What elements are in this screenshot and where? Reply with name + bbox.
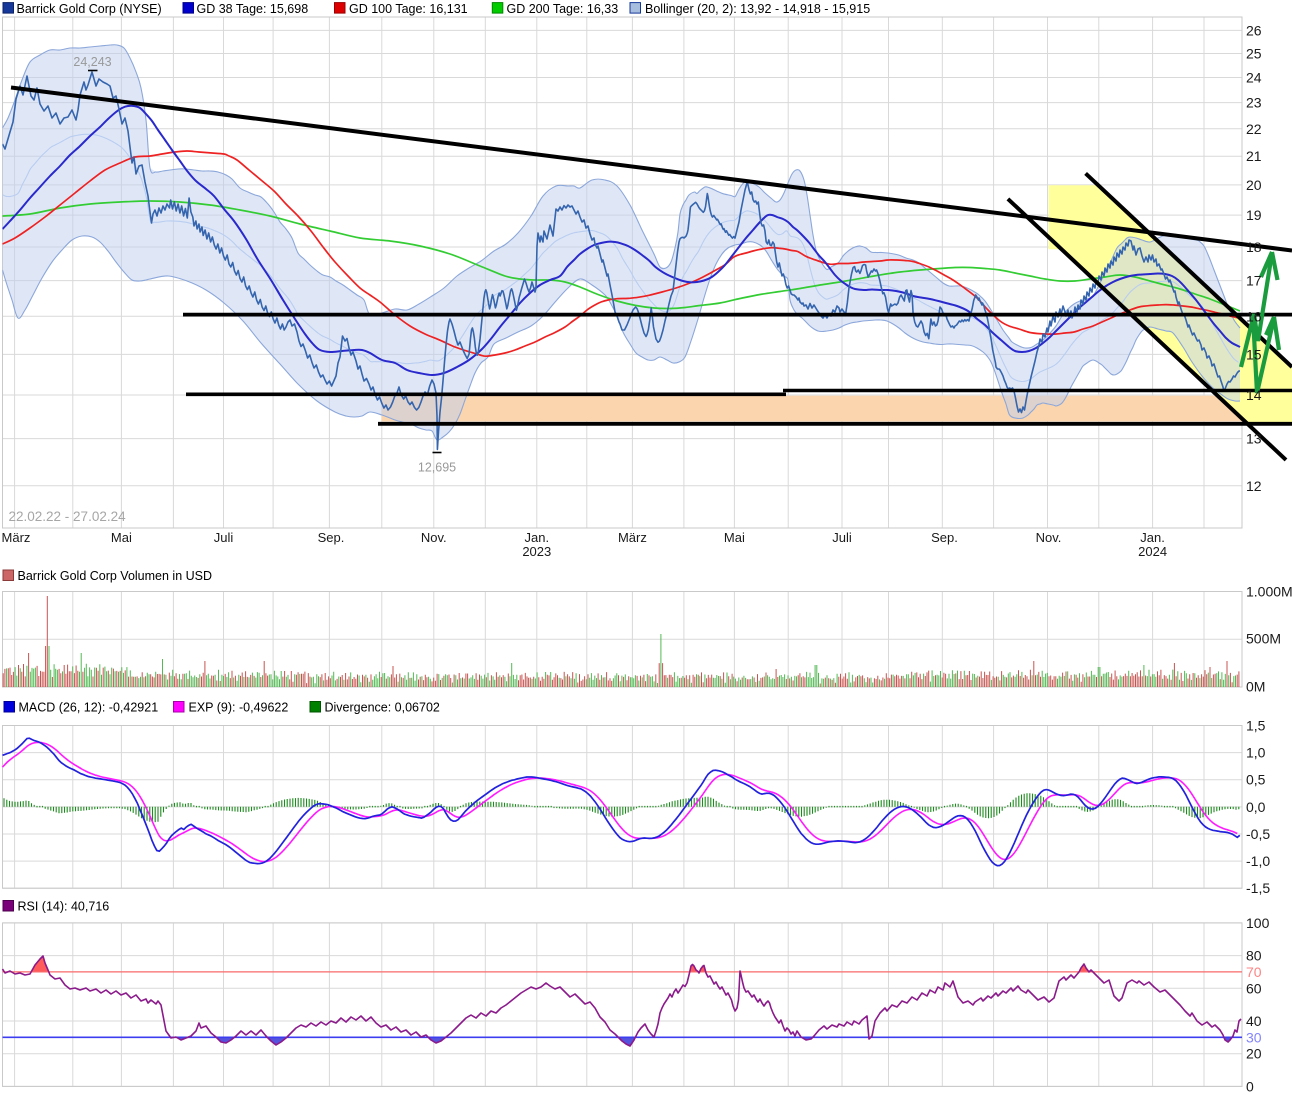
svg-text:GD 100 Tage: 16,131: GD 100 Tage: 16,131 (349, 2, 468, 16)
svg-text:GD 200 Tage: 16,33: GD 200 Tage: 16,33 (507, 2, 619, 16)
svg-text:1.000M: 1.000M (1246, 584, 1292, 600)
svg-text:21: 21 (1246, 148, 1262, 164)
svg-text:30: 30 (1246, 1029, 1262, 1045)
svg-text:Mai: Mai (111, 530, 132, 545)
svg-text:22.02.22 - 27.02.24: 22.02.22 - 27.02.24 (9, 509, 127, 524)
svg-text:70: 70 (1246, 964, 1262, 980)
svg-text:Juli: Juli (832, 530, 852, 545)
svg-text:März: März (2, 530, 31, 545)
svg-text:Jan.: Jan. (1140, 530, 1165, 545)
svg-text:GD 38 Tage: 15,698: GD 38 Tage: 15,698 (197, 2, 309, 16)
svg-text:-0,5: -0,5 (1246, 826, 1270, 842)
svg-text:Barrick Gold Corp (NYSE): Barrick Gold Corp (NYSE) (17, 2, 162, 16)
svg-text:Bollinger (20, 2): 13,92 - 14,: Bollinger (20, 2): 13,92 - 14,918 - 15,9… (645, 2, 870, 16)
svg-text:40: 40 (1246, 1013, 1262, 1029)
svg-text:2024: 2024 (1138, 544, 1167, 559)
svg-text:März: März (618, 530, 647, 545)
svg-text:0,0: 0,0 (1246, 799, 1266, 815)
svg-text:24: 24 (1246, 70, 1262, 86)
svg-text:15: 15 (1246, 346, 1262, 362)
svg-text:-1,0: -1,0 (1246, 853, 1270, 869)
svg-text:26: 26 (1246, 22, 1262, 38)
svg-text:0,5: 0,5 (1246, 772, 1266, 788)
svg-text:14: 14 (1246, 387, 1262, 403)
svg-text:16: 16 (1246, 308, 1262, 324)
svg-text:MACD (26, 12): -0,42921: MACD (26, 12): -0,42921 (19, 701, 159, 715)
svg-text:-1,5: -1,5 (1246, 880, 1270, 896)
svg-text:12,695: 12,695 (418, 461, 456, 475)
svg-text:24,243: 24,243 (73, 55, 111, 69)
svg-text:Sep.: Sep. (931, 530, 958, 545)
svg-text:22: 22 (1246, 121, 1262, 137)
svg-text:Juli: Juli (214, 530, 234, 545)
svg-text:0: 0 (1246, 1078, 1254, 1094)
svg-text:20: 20 (1246, 1046, 1262, 1062)
svg-text:17: 17 (1246, 273, 1262, 289)
svg-text:Jan.: Jan. (525, 530, 550, 545)
svg-text:Barrick Gold Corp Volumen in U: Barrick Gold Corp Volumen in USD (18, 569, 213, 583)
svg-text:1,0: 1,0 (1246, 745, 1266, 761)
svg-text:100: 100 (1246, 915, 1270, 931)
svg-text:2023: 2023 (522, 544, 551, 559)
svg-text:60: 60 (1246, 980, 1262, 996)
svg-text:Nov.: Nov. (421, 530, 447, 545)
svg-text:12: 12 (1246, 478, 1262, 494)
svg-text:RSI (14): 40,716: RSI (14): 40,716 (18, 900, 110, 914)
svg-text:25: 25 (1246, 46, 1262, 62)
svg-text:18: 18 (1246, 239, 1262, 255)
svg-text:EXP (9): -0,49622: EXP (9): -0,49622 (189, 701, 289, 715)
svg-text:Mai: Mai (724, 530, 745, 545)
svg-text:500M: 500M (1246, 631, 1281, 647)
svg-text:19: 19 (1246, 207, 1262, 223)
svg-text:20: 20 (1246, 177, 1262, 193)
svg-text:13: 13 (1246, 431, 1262, 447)
svg-text:1,5: 1,5 (1246, 718, 1266, 734)
svg-text:Nov.: Nov. (1036, 530, 1062, 545)
svg-text:23: 23 (1246, 95, 1262, 111)
svg-text:Sep.: Sep. (318, 530, 345, 545)
svg-text:80: 80 (1246, 948, 1262, 964)
svg-text:Divergence: 0,06702: Divergence: 0,06702 (325, 701, 440, 715)
svg-text:0M: 0M (1246, 679, 1265, 695)
